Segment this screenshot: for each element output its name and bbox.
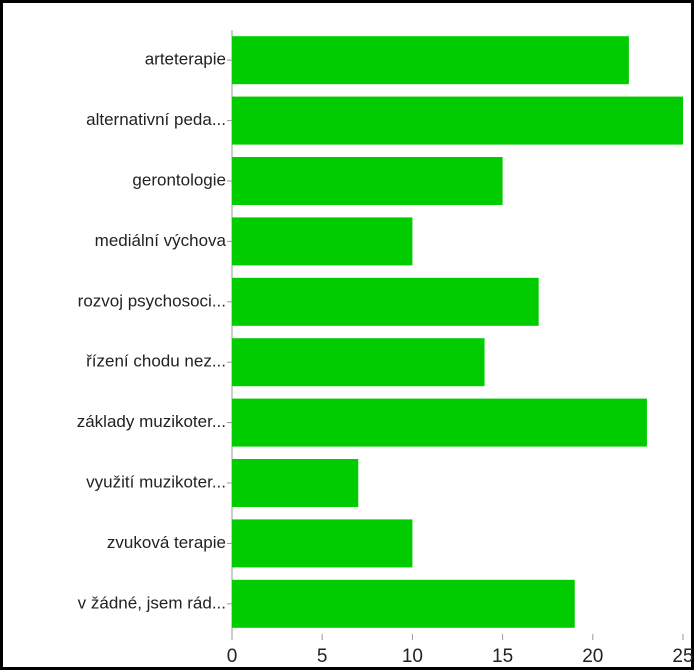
bar	[232, 157, 503, 205]
x-tick-label: 15	[492, 646, 513, 667]
x-tick-label: 20	[582, 646, 603, 667]
bar	[232, 579, 575, 628]
bar	[232, 36, 629, 85]
bar	[232, 338, 485, 387]
x-tick-label: 10	[402, 646, 423, 667]
y-tick-label: rozvoj psychosoci...	[78, 291, 226, 310]
y-tick-label: gerontologie	[132, 170, 226, 189]
x-tick-label: 0	[227, 646, 238, 667]
y-tick-label: alternativní peda...	[86, 110, 226, 129]
y-tick-label: arteterapie	[145, 50, 226, 69]
bar	[232, 217, 413, 266]
bar	[232, 519, 413, 568]
y-tick-label: v žádné, jsem rád...	[78, 593, 226, 612]
y-tick-label: zvuková terapie	[107, 533, 226, 552]
y-tick-label: základy muzikoter...	[77, 412, 226, 431]
bar	[232, 96, 683, 145]
bar	[232, 459, 359, 507]
bar	[232, 277, 539, 326]
y-tick-label: řízení chodu nez...	[86, 352, 226, 371]
x-tick-label: 5	[317, 646, 328, 667]
y-tick-label: mediální výchova	[95, 231, 227, 250]
bar	[232, 398, 647, 447]
x-tick-label: 25	[672, 646, 693, 667]
y-tick-label: využití muzikoter...	[86, 472, 226, 491]
